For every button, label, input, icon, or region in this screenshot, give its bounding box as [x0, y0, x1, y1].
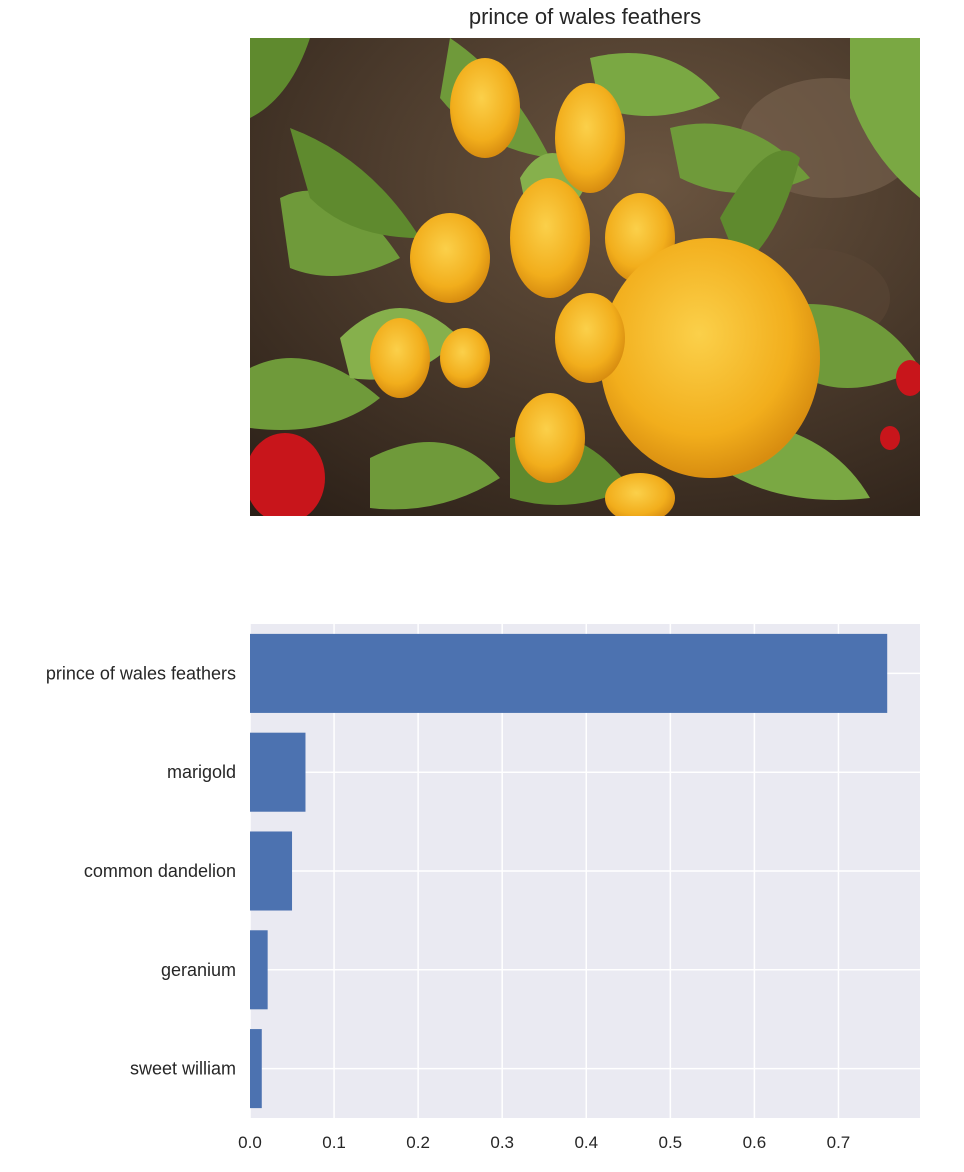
- bar-geranium: [250, 930, 268, 1010]
- flower-photo: [250, 38, 920, 516]
- bar-marigold: [250, 732, 306, 812]
- x-tick-label: 0.0: [238, 1133, 262, 1152]
- x-tick-label: 0.6: [743, 1133, 767, 1152]
- category-labels: prince of wales feathers marigold common d…: [46, 663, 236, 1078]
- probability-bar-chart: prince of wales feathers marigold common d…: [46, 624, 920, 1152]
- bars: [250, 633, 888, 1109]
- x-tick-labels: 0.0 0.1 0.2 0.3 0.4 0.5 0.6 0.7: [238, 1133, 850, 1152]
- x-tick-label: 0.7: [827, 1133, 851, 1152]
- x-tick-label: 0.5: [659, 1133, 683, 1152]
- bar-common-dandelion: [250, 831, 293, 911]
- x-tick-label: 0.1: [322, 1133, 346, 1152]
- bar-prince-of-wales-feathers: [250, 633, 888, 713]
- category-label: prince of wales feathers: [46, 663, 236, 683]
- x-tick-label: 0.2: [406, 1133, 430, 1152]
- x-tick-label: 0.3: [490, 1133, 514, 1152]
- x-tick-label: 0.4: [574, 1133, 598, 1152]
- category-label: geranium: [161, 960, 236, 980]
- category-label: common dandelion: [84, 861, 236, 881]
- category-label: sweet william: [130, 1059, 236, 1079]
- category-label: marigold: [167, 762, 236, 782]
- bar-sweet-william: [250, 1029, 262, 1109]
- image-title: prince of wales feathers: [468, 4, 702, 29]
